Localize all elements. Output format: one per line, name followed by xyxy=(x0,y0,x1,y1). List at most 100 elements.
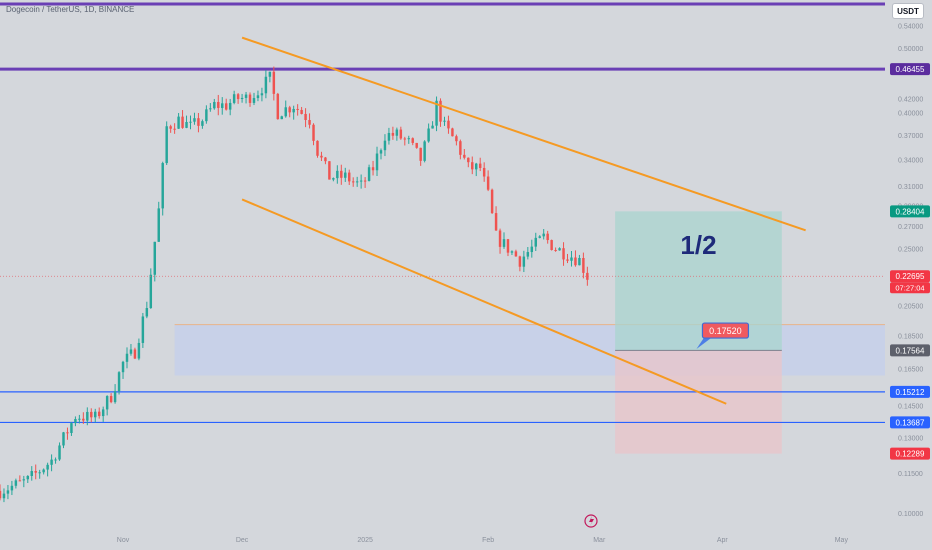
candle-body xyxy=(236,94,240,100)
candle-body xyxy=(141,316,145,343)
y-tick-label: 0.18500 xyxy=(898,333,923,340)
candle xyxy=(455,134,458,146)
candle xyxy=(582,252,585,279)
y-tick-label: 0.34000 xyxy=(898,157,923,164)
candle-body xyxy=(125,353,129,362)
candle-body xyxy=(101,409,105,417)
price-tag-label: 0.17564 xyxy=(896,346,925,355)
candle xyxy=(359,174,363,189)
candle xyxy=(62,431,65,449)
candle-body xyxy=(340,170,343,178)
candle-body xyxy=(435,100,438,126)
candle-body xyxy=(284,107,287,117)
candle xyxy=(546,230,549,244)
candle xyxy=(109,393,113,404)
candle-body xyxy=(121,361,125,373)
candle xyxy=(530,239,534,258)
candle-body xyxy=(256,95,260,99)
candle xyxy=(363,177,367,188)
candle xyxy=(514,249,518,257)
candle xyxy=(427,123,430,143)
candle-body xyxy=(66,432,69,434)
candle-body xyxy=(375,153,379,171)
candle xyxy=(379,148,383,160)
candle-body xyxy=(153,241,157,275)
candle-body xyxy=(574,257,577,266)
candle xyxy=(54,457,57,464)
candle xyxy=(498,228,502,254)
candle xyxy=(288,105,291,118)
candle xyxy=(586,266,589,286)
currency-button[interactable]: USDT xyxy=(892,3,924,19)
candle xyxy=(482,162,486,182)
candle-body xyxy=(268,71,272,77)
candle-body xyxy=(498,230,502,247)
candle xyxy=(522,250,526,273)
candle-body xyxy=(324,157,327,162)
x-tick-label: May xyxy=(835,537,849,544)
candle-body xyxy=(145,308,149,317)
candle-body xyxy=(90,411,93,418)
candle xyxy=(248,92,252,107)
candle-body xyxy=(14,480,18,486)
candle xyxy=(518,255,522,272)
y-tick-label: 0.16500 xyxy=(898,366,923,373)
candle xyxy=(268,71,272,83)
candle xyxy=(486,170,490,192)
candle xyxy=(94,408,97,423)
price-tag-label: 0.15212 xyxy=(896,388,925,397)
candle-body xyxy=(367,167,371,181)
candle xyxy=(181,110,184,129)
candle xyxy=(26,475,30,483)
candle-body xyxy=(149,274,153,309)
candle-body xyxy=(129,349,133,354)
channel-line-lower xyxy=(241,198,727,405)
candle-body xyxy=(514,251,518,257)
price-tag xyxy=(890,344,930,357)
y-tick-label: 0.20500 xyxy=(898,304,923,311)
candle xyxy=(46,462,49,477)
candle xyxy=(304,108,307,128)
candle-body xyxy=(371,167,375,171)
candle xyxy=(371,160,375,176)
candle xyxy=(141,312,145,348)
candle-body xyxy=(459,141,462,155)
countdown-label: 07:27:04 xyxy=(895,284,924,293)
candle xyxy=(459,139,462,160)
candle-body xyxy=(494,213,498,231)
candle xyxy=(10,480,14,496)
candle xyxy=(284,100,287,118)
candle xyxy=(336,165,339,184)
candle xyxy=(403,136,407,146)
candle xyxy=(351,177,355,187)
candle xyxy=(292,105,295,120)
candle xyxy=(169,124,172,133)
candle xyxy=(478,157,482,172)
candle xyxy=(165,121,168,165)
candle xyxy=(193,112,196,125)
y-tick-label: 0.37000 xyxy=(898,133,923,140)
candle-body xyxy=(344,172,347,178)
candle-body xyxy=(578,257,581,266)
candle xyxy=(411,137,414,146)
candle xyxy=(252,92,256,106)
candle xyxy=(451,127,454,137)
candle xyxy=(145,301,149,319)
candle-body xyxy=(451,128,454,137)
candle-body xyxy=(383,140,387,151)
candle xyxy=(217,94,220,116)
candle xyxy=(185,115,188,129)
candle-body xyxy=(177,116,180,129)
x-tick-label: 2025 xyxy=(357,537,373,544)
candle xyxy=(260,87,264,102)
candle xyxy=(189,115,192,130)
candle xyxy=(300,106,303,115)
candle-body xyxy=(439,100,442,122)
candle xyxy=(240,93,244,103)
y-tick-label: 0.42000 xyxy=(898,96,923,103)
candle xyxy=(399,126,403,140)
candle xyxy=(550,239,553,251)
candle-body xyxy=(355,181,359,183)
